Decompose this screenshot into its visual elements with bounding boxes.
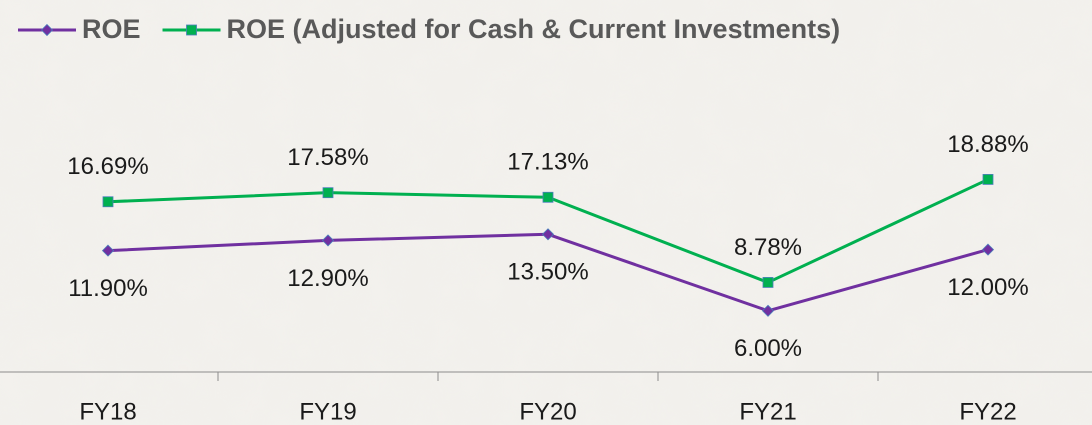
data-point xyxy=(542,191,554,203)
data-label: 17.58% xyxy=(287,144,368,171)
data-point xyxy=(982,174,994,185)
data-label: 12.90% xyxy=(287,265,368,292)
data-point xyxy=(761,304,775,317)
data-label: 6.00% xyxy=(734,335,802,362)
x-tick-label: FY22 xyxy=(959,398,1016,425)
legend-marker xyxy=(186,24,197,36)
x-tick-label: FY19 xyxy=(299,398,356,425)
data-label: 12.00% xyxy=(947,274,1028,301)
data-point xyxy=(102,196,114,208)
legend-marker xyxy=(40,23,54,37)
legend: ROE ROE (Adjusted for Cash & Current Inve… xyxy=(18,14,840,44)
legend-label: ROE (Adjusted for Cash & Current Investm… xyxy=(227,14,841,44)
data-label: 11.90% xyxy=(68,275,148,302)
data-label: 8.78% xyxy=(734,234,802,261)
x-tick-label: FY20 xyxy=(519,398,576,425)
data-label: 18.88% xyxy=(947,131,1028,158)
data-label: 17.13% xyxy=(507,149,588,176)
x-tick-label: FY18 xyxy=(79,398,136,425)
data-point xyxy=(101,244,115,257)
data-point xyxy=(762,277,774,288)
data-label: 16.69% xyxy=(67,153,148,180)
data-point xyxy=(322,187,334,199)
x-tick-label: FY21 xyxy=(739,398,796,425)
data-point xyxy=(981,243,995,256)
data-point xyxy=(541,228,555,241)
data-label: 13.50% xyxy=(507,259,588,286)
legend-label: ROE xyxy=(82,14,141,44)
data-point xyxy=(321,234,335,247)
